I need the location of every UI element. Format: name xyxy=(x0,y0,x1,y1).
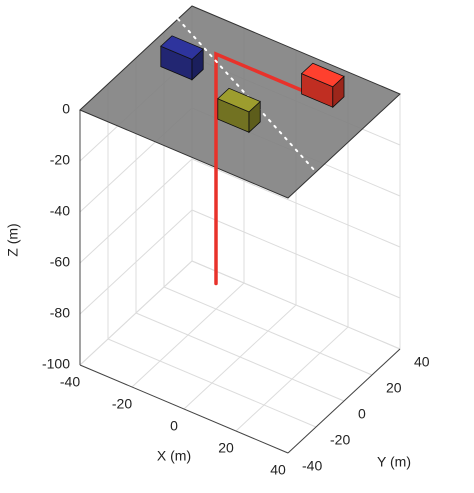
z-tick-label: -60 xyxy=(50,254,70,270)
grid-line xyxy=(135,312,345,402)
x-tick-label: -40 xyxy=(60,374,80,390)
box-top xyxy=(160,35,204,60)
z-axis-title: Z (m) xyxy=(5,223,21,256)
x-tick-label: 40 xyxy=(270,462,286,478)
series-line xyxy=(214,51,322,286)
y-axis-title: Y (m) xyxy=(377,454,411,470)
grid-line xyxy=(79,158,193,264)
z-tick-label: -100 xyxy=(42,356,70,372)
grid-line xyxy=(107,338,317,428)
y-axis xyxy=(287,348,401,454)
z-tick-label: -40 xyxy=(50,203,70,219)
z-tick-label: -80 xyxy=(50,305,70,321)
box xyxy=(300,62,345,109)
grid-line xyxy=(163,286,373,376)
y-tick-label: -20 xyxy=(330,432,350,448)
x-tick-label: 20 xyxy=(218,440,234,456)
y-tick-label: 40 xyxy=(414,354,430,370)
x-tick-label: 0 xyxy=(170,418,178,434)
box xyxy=(217,87,261,134)
grid-line xyxy=(79,209,193,315)
y-tick-label: -40 xyxy=(302,458,322,474)
x-tick-label: -20 xyxy=(112,396,132,412)
grid-line xyxy=(79,260,193,366)
grid-line xyxy=(191,158,401,248)
grid-line xyxy=(191,209,401,299)
box-top xyxy=(300,62,345,88)
box-top xyxy=(217,87,261,113)
y-tick-label: 20 xyxy=(386,380,402,396)
z-tick-label: -20 xyxy=(50,152,70,168)
box xyxy=(160,35,204,81)
x-axis-title: X (m) xyxy=(157,448,191,464)
z-tick-label: 0 xyxy=(62,101,70,117)
y-tick-label: 0 xyxy=(358,406,366,422)
grid-line xyxy=(191,260,401,350)
x-axis xyxy=(79,364,289,454)
